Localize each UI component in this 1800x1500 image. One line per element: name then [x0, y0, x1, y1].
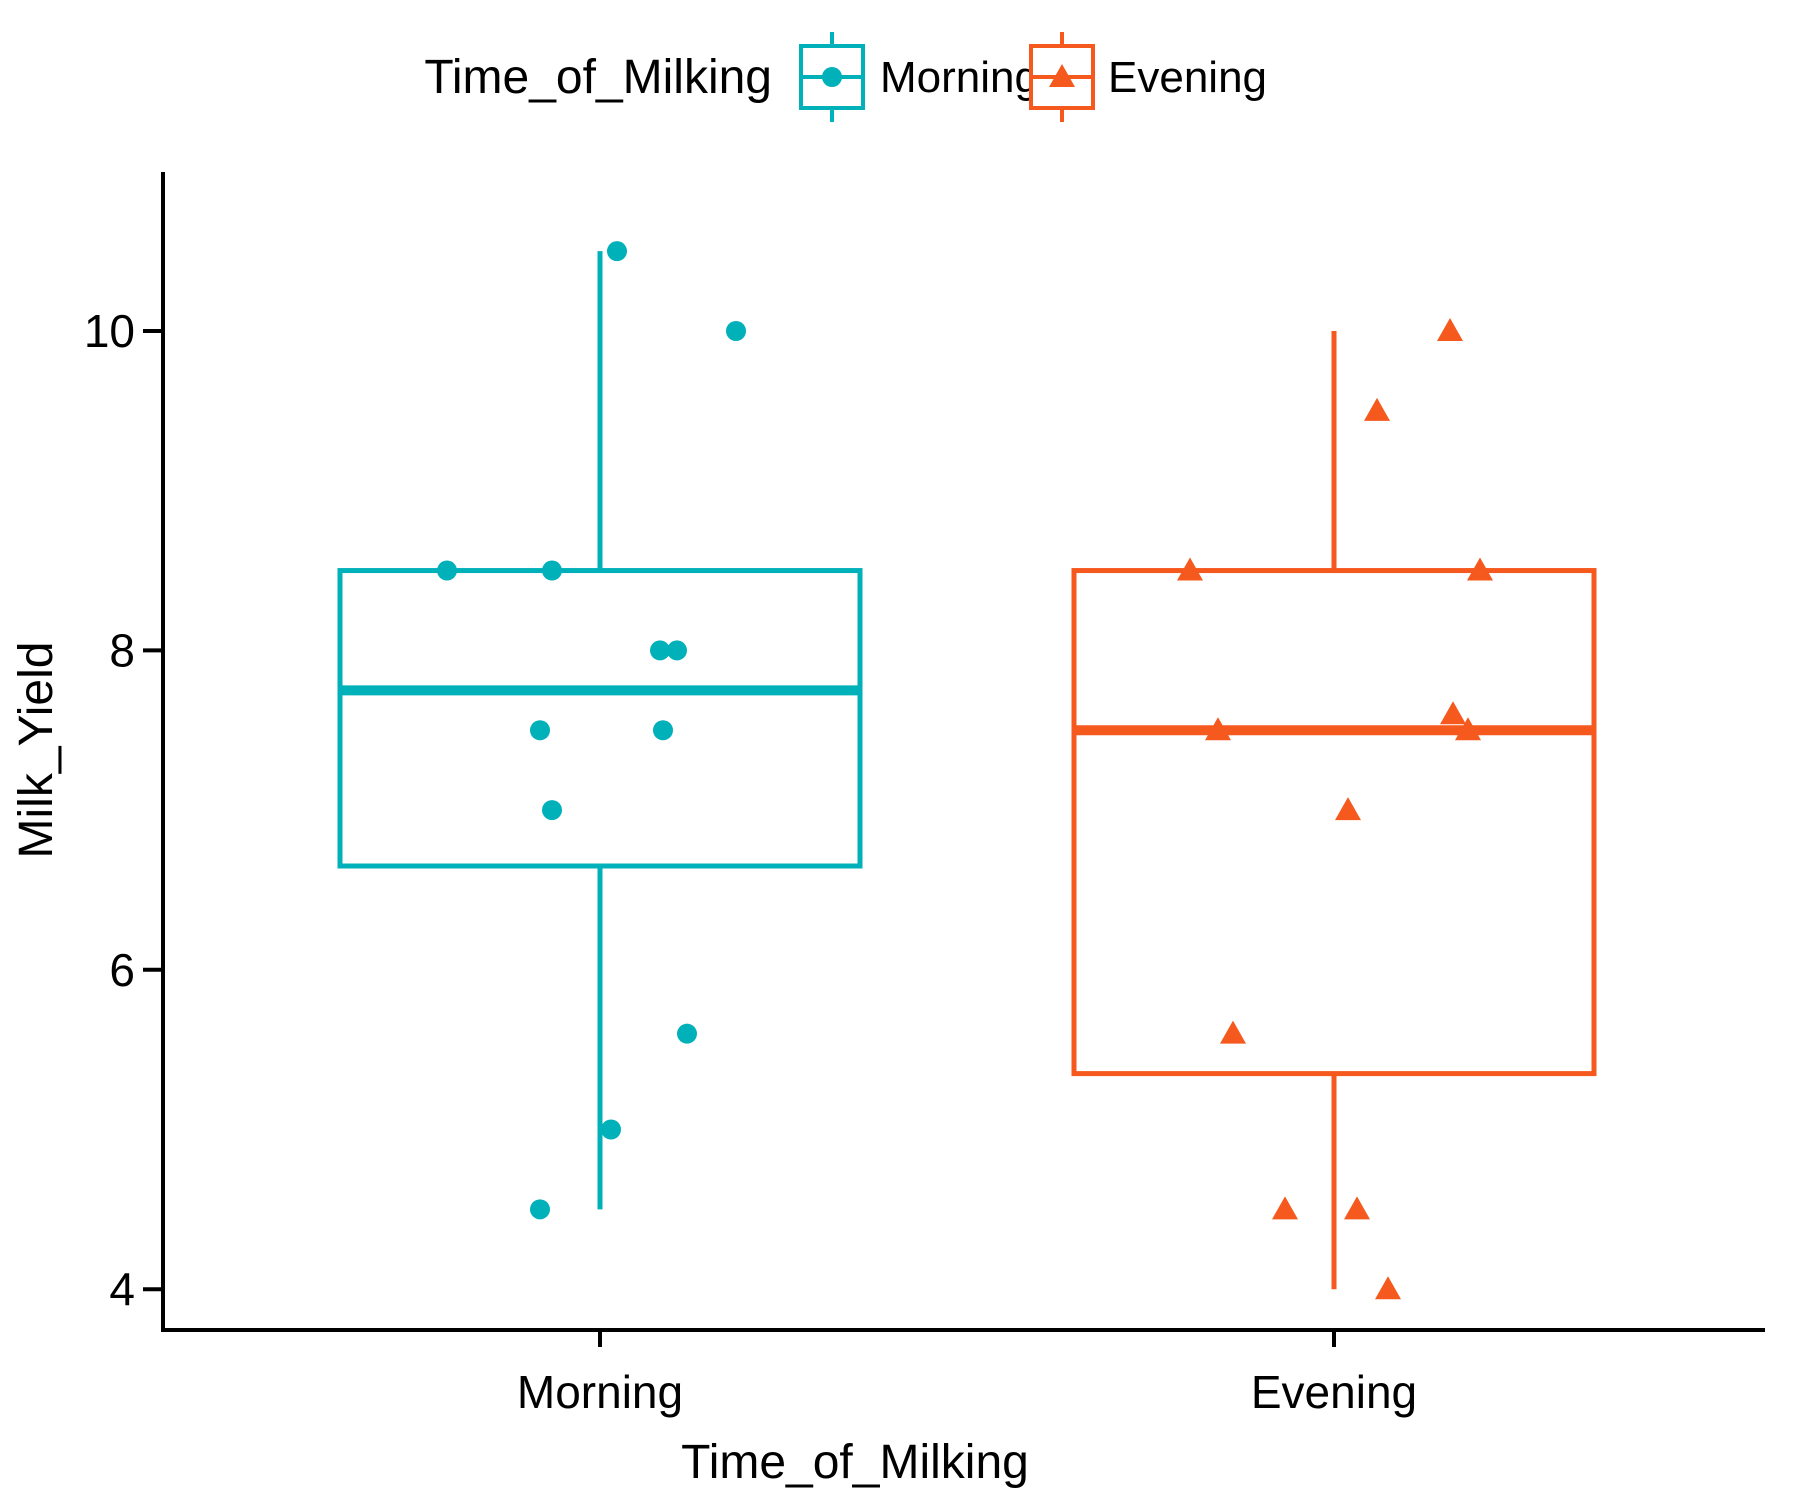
evening-jitter-point — [1467, 557, 1493, 581]
evening-jitter-point — [1440, 701, 1466, 725]
y-tick-label: 4 — [109, 1263, 135, 1315]
morning-jitter-point — [542, 560, 562, 581]
morning-jitter-point — [650, 640, 670, 661]
legend-marker-triangle-icon — [1049, 64, 1075, 87]
morning-jitter-point — [437, 560, 457, 581]
evening-jitter-point — [1272, 1196, 1298, 1220]
morning-jitter-point — [601, 1119, 621, 1140]
evening-jitter-point — [1364, 397, 1390, 421]
morning-jitter-point — [530, 720, 550, 741]
evening-jitter-point — [1455, 717, 1481, 741]
morning-jitter-point — [530, 1199, 550, 1220]
y-tick-label: 6 — [109, 944, 135, 996]
morning-jitter-point — [653, 720, 673, 741]
morning-box — [337, 568, 863, 869]
y-axis-title: Milk_Yield — [10, 642, 63, 859]
evening-jitter-point — [1335, 797, 1361, 821]
evening-jitter-point — [1437, 318, 1463, 341]
evening-jitter-point — [1220, 1020, 1246, 1044]
morning-jitter-point — [667, 640, 687, 661]
legend-label-evening: Evening — [1108, 53, 1267, 102]
morning-jitter-point — [607, 241, 627, 262]
x-axis-title: Time_of_Milking — [681, 1436, 1029, 1489]
y-tick-label: 10 — [84, 305, 135, 357]
morning-jitter-point — [542, 800, 562, 821]
evening-jitter-point — [1205, 717, 1231, 741]
x-tick-label-morning: Morning — [517, 1366, 683, 1418]
evening-jitter-point — [1344, 1196, 1370, 1220]
legend-label-morning: Morning — [880, 53, 1039, 102]
evening-box — [1071, 568, 1597, 1077]
evening-jitter-point — [1375, 1276, 1401, 1300]
legend-marker-circle-icon — [822, 67, 842, 87]
morning-jitter-point — [677, 1023, 697, 1044]
x-tick-label-evening: Evening — [1251, 1366, 1417, 1418]
evening-jitter-point — [1177, 557, 1203, 581]
morning-jitter-point — [726, 321, 746, 341]
y-tick-label: 8 — [109, 624, 135, 676]
legend-title: Time_of_Milking — [424, 51, 772, 104]
